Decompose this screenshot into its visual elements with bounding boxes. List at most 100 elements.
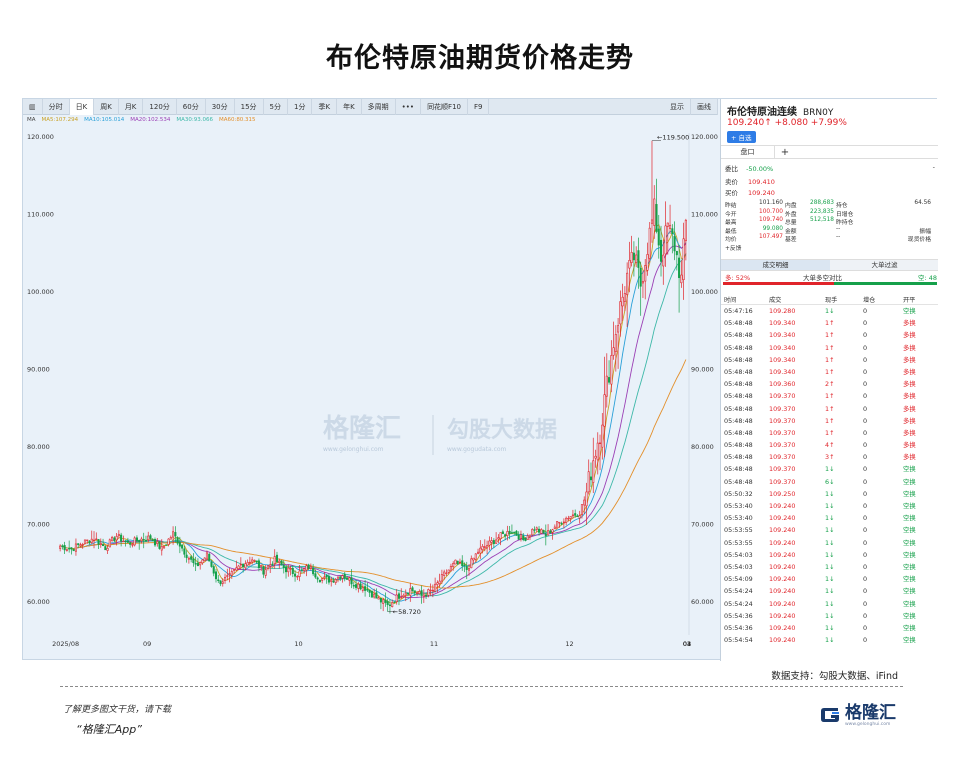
trade-cell: 0	[863, 562, 868, 571]
period-tab[interactable]: 日K	[69, 98, 95, 115]
trade-header-cell: 时间	[724, 297, 737, 304]
period-tab[interactable]: 30分	[206, 98, 235, 115]
trade-row: 05:48:48 109.370 1↑ 0 多换	[721, 403, 938, 415]
trade-cell: 109.340	[769, 343, 796, 352]
chart-panel: ▥ 分时 日K 周K 月K 120分 60分 30分 15分 5分 1分 季K 年K 多周期 ••• 同花顺…	[22, 98, 938, 661]
period-tab[interactable]: 季K	[312, 98, 338, 115]
trade-cell: 1↓	[825, 636, 835, 645]
candlestick-chart[interactable]: 格隆汇 www.gelonghui.com 勾股大数据 www.gogudata.co…	[23, 125, 718, 661]
quote-tabs: 盘口 +	[721, 145, 938, 159]
candle-body	[406, 593, 410, 595]
candle-body	[558, 521, 561, 524]
trade-cell: 1↓	[825, 526, 835, 535]
candle-body	[644, 265, 647, 282]
trade-cell: 0	[863, 587, 868, 596]
y-tick-label-left: 70.000	[27, 520, 50, 528]
trade-row: 05:54:03 109.240 1↓ 0 空换	[721, 549, 938, 561]
trade-cell: 05:48:48	[724, 392, 753, 401]
trade-cell: 多换	[903, 355, 916, 364]
candle-body	[271, 563, 274, 566]
trade-cell: 0	[863, 367, 868, 376]
trade-cell: 05:48:48	[724, 404, 753, 413]
long-short-bar	[723, 282, 937, 285]
candle-body	[666, 222, 669, 227]
y-tick-label-left: 110.000	[27, 210, 54, 218]
trade-row: 05:53:40 109.240 1↓ 0 空换	[721, 512, 938, 524]
period-tab[interactable]: 15分	[235, 98, 264, 115]
period-tab[interactable]: 多周期	[362, 98, 396, 115]
candle-body	[467, 568, 471, 571]
candle-body	[413, 590, 416, 593]
trade-row: 05:48:48 109.370 1↑ 0 多换	[721, 427, 938, 439]
x-tick-label: 12	[565, 640, 573, 648]
stat-cell	[876, 217, 931, 226]
trade-row: 05:54:36 109.240 1↓ 0 空换	[721, 622, 938, 634]
period-tab[interactable]: F9	[468, 98, 490, 115]
trade-cell: 0	[863, 489, 868, 498]
candle-body	[447, 569, 450, 573]
add-watchlist-button[interactable]: + 自选	[727, 131, 756, 143]
trade-cell: 1↑	[825, 404, 835, 413]
candle-body	[113, 537, 116, 542]
period-tab[interactable]: 1分	[288, 98, 313, 115]
tab-trade-detail[interactable]: 成交明细	[721, 260, 830, 270]
period-tab[interactable]: 分时	[43, 98, 70, 115]
candle-body	[678, 257, 681, 279]
candle-body	[519, 534, 522, 539]
period-tab[interactable]: 周K	[94, 98, 119, 115]
trade-row: 05:48:48 109.370 1↓ 0 空换	[721, 463, 938, 475]
period-tab[interactable]: 60分	[177, 98, 206, 115]
candle-body	[641, 281, 644, 284]
trade-cell: 多换	[903, 319, 916, 328]
candle-body	[669, 224, 672, 229]
ma-legend-item: MA30:93.066	[176, 117, 213, 123]
tab-big-order-filter[interactable]: 大单过滤	[871, 261, 898, 269]
candle-body	[443, 571, 446, 576]
candle-body	[540, 529, 543, 534]
toolbar-right-button[interactable]: 画线	[691, 99, 718, 115]
candle-body	[165, 544, 168, 546]
trade-cell: 0	[863, 392, 868, 401]
candle-body	[429, 589, 432, 592]
trade-cell: 109.240	[769, 611, 796, 620]
period-tab[interactable]: 5分	[264, 98, 289, 115]
candle-body	[296, 575, 299, 578]
candle-body	[341, 575, 344, 579]
trade-cell: 0	[863, 319, 868, 328]
candle-body	[662, 254, 665, 267]
candle-body	[298, 570, 301, 577]
trade-cell: 05:54:54	[724, 636, 753, 645]
candle-body	[120, 534, 123, 542]
trade-cell: 多换	[903, 453, 916, 462]
trade-cell: 109.240	[769, 538, 796, 547]
trade-cell: 空换	[903, 477, 916, 486]
y-tick-label-right: 100.000	[691, 288, 718, 296]
candle-body	[185, 554, 188, 558]
trade-cell: 05:54:24	[724, 599, 753, 608]
candle-body	[438, 580, 441, 584]
last-price: 109.240↑ +8.080 +7.99%	[727, 118, 847, 128]
tab-order-book[interactable]: 盘口	[721, 146, 775, 158]
candle-body	[282, 565, 285, 568]
sidebar-toggle-icon[interactable]: ▥	[23, 98, 43, 115]
trade-header-cell: 现手	[825, 297, 838, 304]
instrument-code: BRN0Y	[803, 108, 834, 118]
y-tick-label-right: 120.000	[691, 133, 718, 141]
period-tab[interactable]: 同花顺F10	[421, 98, 468, 115]
add-tab-icon[interactable]: +	[780, 147, 790, 158]
period-tab[interactable]: 120分	[143, 98, 177, 115]
stat-cell: 100.700	[759, 208, 783, 215]
toolbar-right-button[interactable]: 显示	[664, 99, 691, 115]
period-tab[interactable]: •••	[396, 98, 422, 115]
trade-cell: 109.370	[769, 404, 796, 413]
trade-cell: 空换	[903, 526, 916, 535]
candle-body	[589, 476, 593, 481]
y-tick-label-right: 60.000	[691, 598, 714, 606]
period-tab[interactable]: 年K	[337, 98, 362, 115]
period-tab[interactable]: 月K	[119, 98, 144, 115]
candle-body	[194, 563, 197, 565]
trade-cell: 1↓	[825, 502, 835, 510]
candle-body	[316, 577, 319, 580]
candle-body	[431, 589, 434, 592]
trade-cell: 1↓	[825, 575, 835, 584]
